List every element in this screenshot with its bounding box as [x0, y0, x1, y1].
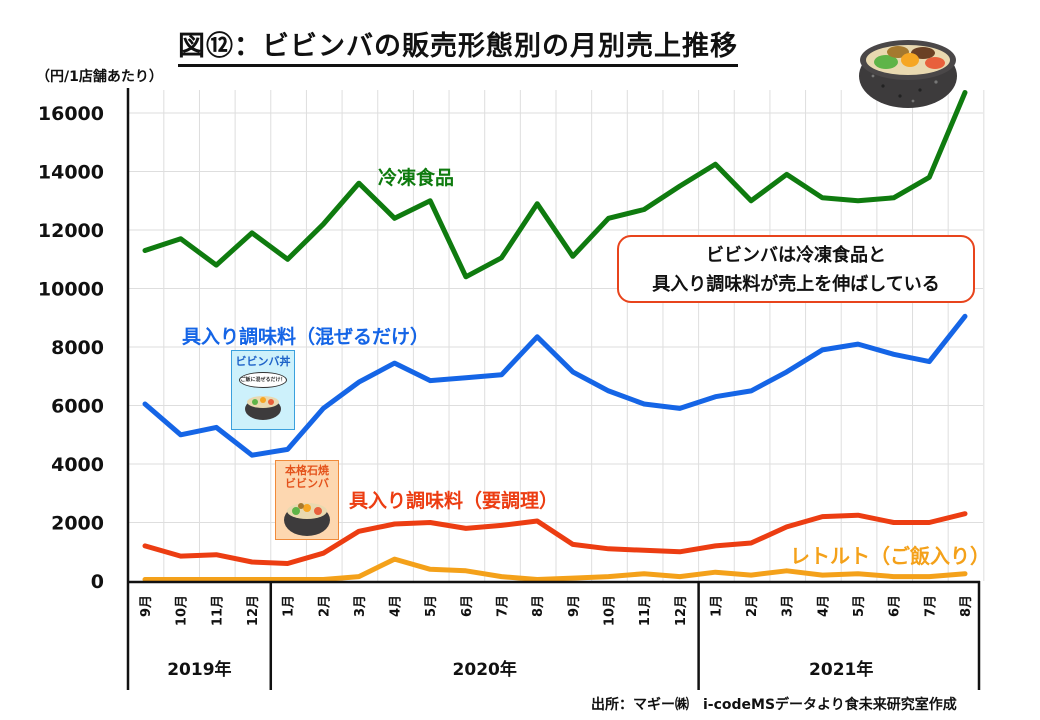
x-tick-label: 7月	[923, 595, 938, 617]
year-label: 2021年	[809, 659, 873, 680]
bibimbap-bowl-icon	[245, 396, 281, 420]
x-tick-label: 4月	[389, 595, 404, 617]
x-tick-label: 7月	[496, 595, 511, 617]
insight-callout: ビビンバは冷凍食品と 具入り調味料が売上を伸ばしている	[617, 235, 975, 303]
product-card-title-2: ビビンバ	[285, 477, 329, 490]
y-tick-label: 8000	[51, 337, 104, 359]
x-tick-label: 6月	[888, 595, 903, 617]
x-tick-label: 9月	[567, 595, 582, 617]
product-card-bibimbap-don: ビビンバ丼 ご飯に混ぜるだけ！	[231, 350, 295, 430]
x-tick-label: 10月	[602, 595, 617, 626]
x-tick-label: 8月	[531, 595, 546, 617]
x-tick-label: 1月	[282, 595, 297, 617]
chart-title: 図⑫：ビビンバの販売形態別の月別売上推移	[178, 30, 738, 67]
y-tick-label: 2000	[51, 513, 104, 535]
year-label: 2020年	[453, 659, 517, 680]
y-tick-label: 10000	[38, 279, 104, 301]
x-tick-label: 5月	[852, 595, 867, 617]
series-label-mix-seasoning: 具入り調味料（混ぜるだけ）	[182, 326, 430, 348]
y-tick-label: 14000	[38, 162, 104, 184]
product-card-title-1: 本格石焼	[285, 464, 329, 477]
x-tick-label: 3月	[353, 595, 368, 617]
x-tick-label: 2月	[317, 595, 332, 617]
series-line-1	[142, 313, 968, 458]
x-tick-label: 11月	[210, 595, 225, 626]
callout-line-1: ビビンバは冷凍食品と	[706, 245, 886, 266]
series-label-retort: レトルト（ご飯入り）	[790, 544, 990, 568]
series-lines	[142, 90, 968, 582]
x-axis-month-ticks: 9月 10月 11月 12月 1月 2月 3月 4月 5月 6月 7月 8月 9月 10月 11月 12月 1月…	[139, 595, 974, 626]
product-card-ishiyaki-bibimbap: 本格石焼 ビビンバ	[275, 460, 339, 540]
series-line-3	[142, 556, 968, 582]
x-tick-label: 1月	[709, 595, 724, 617]
y-tick-label: 4000	[51, 454, 104, 476]
y-tick-label: 0	[91, 571, 104, 593]
x-tick-label: 5月	[424, 595, 439, 617]
bibimbap-bowl-icon	[284, 503, 330, 536]
source-note: 出所：マギー㈱ i-codeMSデータより食未来研究室作成	[591, 697, 957, 713]
stone-bowl-bibimbap-icon	[859, 40, 957, 108]
x-tick-label: 12月	[246, 595, 261, 626]
speech-bubble: ご飯に混ぜるだけ！	[239, 372, 287, 388]
x-tick-label: 11月	[638, 595, 653, 626]
series-line-0	[142, 90, 968, 280]
series-label-cook-seasoning: 具入り調味料（要調理）	[349, 490, 559, 512]
callout-line-2: 具入り調味料が売上を伸ばしている	[652, 274, 940, 295]
y-tick-label: 6000	[51, 396, 104, 418]
y-axis-unit-label: （円/1店舗あたり）	[36, 69, 163, 85]
x-tick-label: 4月	[816, 595, 831, 617]
x-axis-year-groups: 2019年 2020年 2021年	[167, 581, 981, 690]
y-tick-label: 12000	[38, 220, 104, 242]
gridlines	[128, 90, 985, 581]
x-tick-label: 6月	[460, 595, 475, 617]
y-axis-ticks: 0 2000 4000 6000 8000 10000 12000 14000 16000	[38, 103, 104, 593]
product-card-title: ビビンバ丼	[235, 355, 291, 368]
year-label: 2019年	[167, 659, 231, 680]
x-tick-label: 2月	[745, 595, 760, 617]
x-tick-label: 10月	[175, 595, 190, 626]
y-tick-label: 16000	[38, 103, 104, 125]
series-line-2	[142, 511, 968, 566]
x-tick-label: 3月	[781, 595, 796, 617]
x-tick-label: 9月	[139, 595, 154, 617]
series-label-frozen-food: 冷凍食品	[378, 167, 455, 189]
x-tick-label: 8月	[959, 595, 974, 617]
x-tick-label: 12月	[674, 595, 689, 626]
